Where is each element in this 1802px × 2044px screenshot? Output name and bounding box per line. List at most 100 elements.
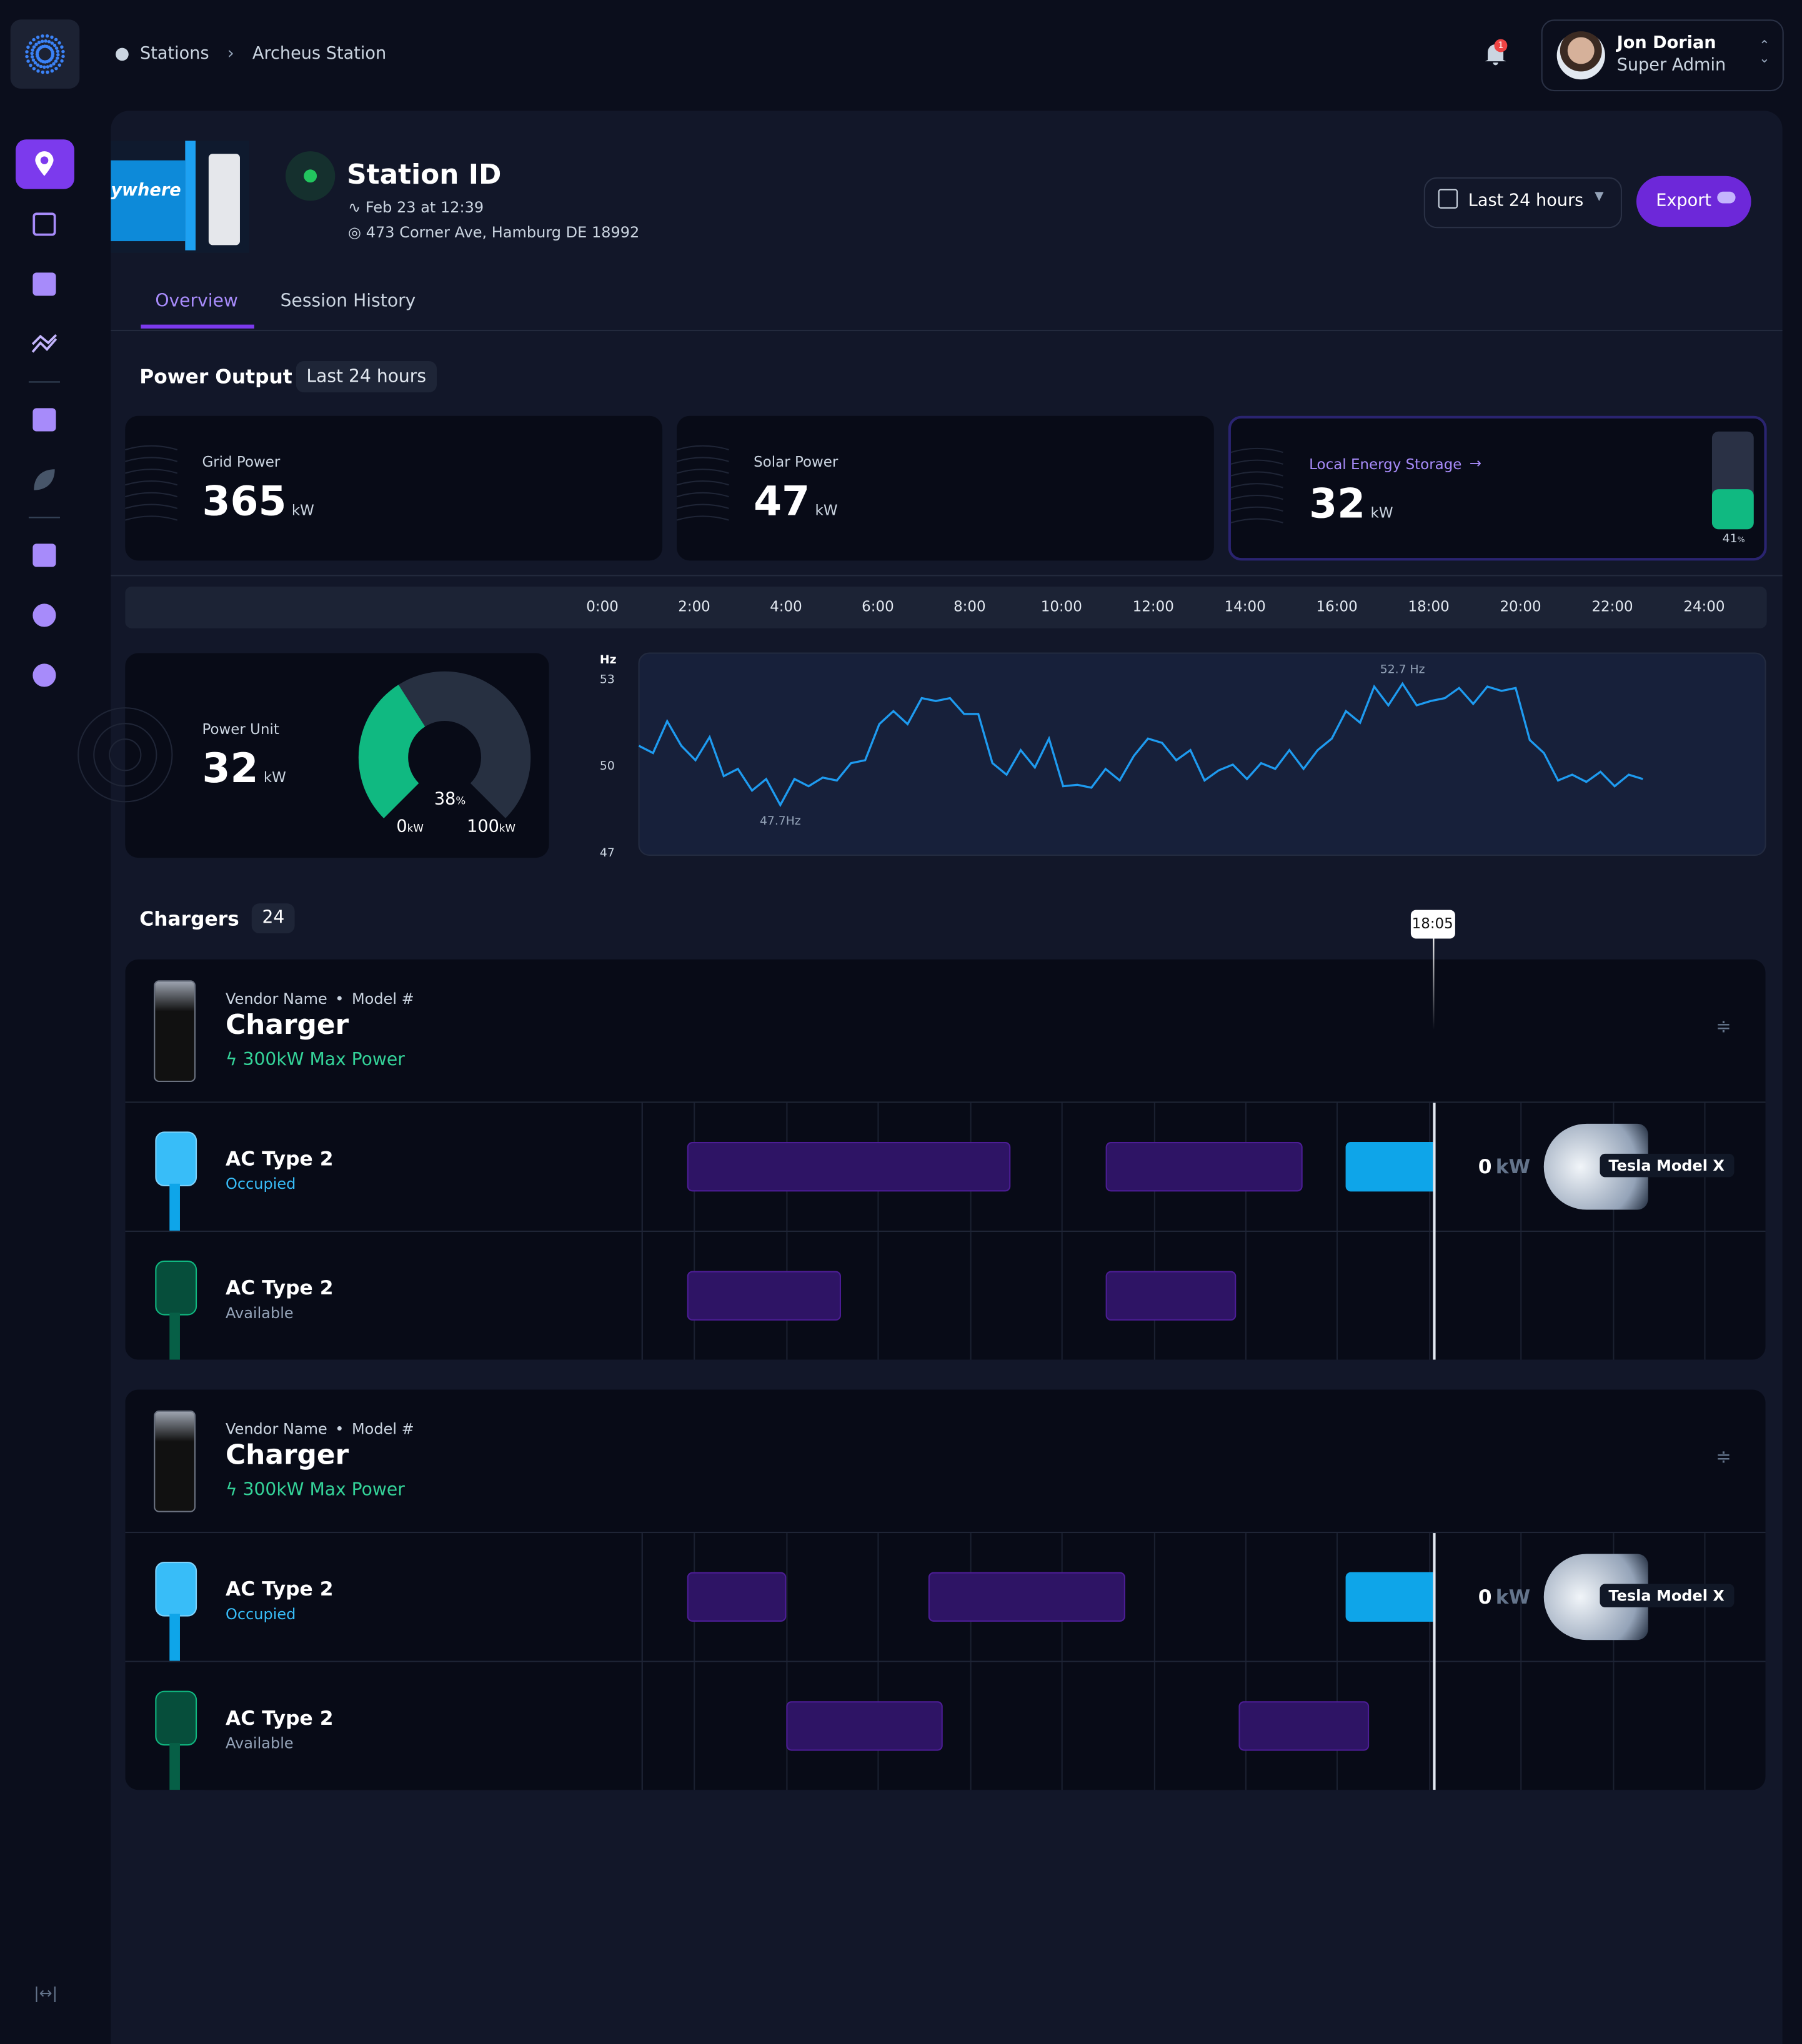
timeline-tick-label: 6:00 bbox=[862, 598, 894, 615]
vendor-name: Vendor Name bbox=[226, 1419, 327, 1438]
connector-name: AC Type 2 bbox=[226, 1577, 334, 1601]
export-label: Export bbox=[1656, 191, 1712, 212]
icon bbox=[32, 272, 56, 296]
connector-name: AC Type 2 bbox=[226, 1276, 334, 1300]
timeline-tick-label: 8:00 bbox=[953, 598, 986, 615]
card-decor bbox=[1230, 483, 1283, 489]
power-card[interactable]: Local Energy Storage → 32 kW 41% bbox=[1228, 415, 1767, 561]
active-session[interactable] bbox=[1346, 1572, 1433, 1622]
tab[interactable]: Overview bbox=[155, 290, 238, 312]
session-bar[interactable] bbox=[928, 1572, 1126, 1622]
session-bar[interactable] bbox=[1105, 1142, 1303, 1192]
unit: % bbox=[1737, 535, 1745, 545]
logo-dot bbox=[32, 67, 36, 71]
card-decor bbox=[125, 515, 178, 521]
logo-dot bbox=[56, 56, 59, 60]
graphic bbox=[358, 671, 531, 818]
grid-line bbox=[1153, 1533, 1155, 1662]
logo-dot bbox=[45, 34, 49, 38]
section-title: Power Output bbox=[139, 365, 292, 389]
tab-underline bbox=[141, 324, 254, 329]
logo-dot bbox=[41, 70, 45, 74]
y-tick-label: 53 bbox=[600, 673, 615, 686]
charger-name: Charger bbox=[226, 1439, 349, 1471]
logo-dot bbox=[34, 42, 38, 46]
dot: • bbox=[335, 989, 344, 1008]
cloud bbox=[1717, 191, 1736, 204]
charger-card: Vendor Name • Model # Charger ϟ 300kW Max Po… bbox=[125, 1389, 1766, 1790]
session-bar[interactable] bbox=[687, 1572, 786, 1622]
card-decor bbox=[676, 515, 729, 521]
graphic bbox=[1711, 431, 1754, 530]
grid-line bbox=[877, 1533, 880, 1662]
value: 0 bbox=[1478, 1154, 1492, 1179]
logo-dot bbox=[54, 66, 58, 71]
expand[interactable]: ≑ bbox=[1716, 1016, 1731, 1038]
badge: 1 bbox=[1494, 39, 1508, 52]
timeline-tick-label: 24:00 bbox=[1683, 598, 1725, 615]
session-bar[interactable] bbox=[785, 1701, 942, 1751]
tab[interactable]: Session History bbox=[280, 290, 416, 312]
filter-label: Last 24 hours bbox=[1468, 191, 1584, 212]
unit: kW bbox=[499, 822, 516, 835]
grid-line bbox=[1337, 1103, 1338, 1233]
expand[interactable]: ≑ bbox=[1716, 1447, 1731, 1468]
grid-line bbox=[1704, 1232, 1706, 1360]
session-bar[interactable] bbox=[1238, 1701, 1370, 1751]
breadcrumb-item: Archeus Station bbox=[252, 44, 387, 64]
collapse[interactable]: |↔| bbox=[34, 1984, 58, 2003]
nav-leaf bbox=[34, 469, 55, 490]
logo-dot bbox=[29, 63, 32, 67]
arrow: → bbox=[1469, 455, 1482, 472]
session-bar[interactable] bbox=[1105, 1271, 1237, 1321]
logo-dot bbox=[36, 35, 40, 39]
card-label: Local Energy Storage bbox=[1309, 456, 1462, 474]
value: 0 bbox=[1478, 1585, 1492, 1609]
active-session[interactable] bbox=[1346, 1142, 1433, 1192]
logo-dot bbox=[50, 69, 54, 73]
connector-status: Occupied bbox=[226, 1604, 296, 1624]
vendor: Vendor Name • Model # bbox=[226, 990, 414, 1008]
row-timeline-start bbox=[641, 1103, 643, 1233]
nav-users bbox=[32, 603, 56, 627]
logo-dot bbox=[44, 39, 47, 43]
gauge-max: 100kW bbox=[467, 817, 515, 836]
breadcrumb: ● Stations › Archeus Station bbox=[115, 44, 387, 64]
nav-trend bbox=[31, 334, 57, 353]
caret: ▼ bbox=[1595, 190, 1604, 204]
card-decor bbox=[125, 480, 178, 486]
logo-dot bbox=[46, 65, 50, 69]
row-timeline-start bbox=[641, 1232, 643, 1360]
graphic bbox=[25, 34, 65, 74]
unit: % bbox=[455, 795, 466, 807]
logo-dot bbox=[26, 59, 30, 63]
session-bar[interactable] bbox=[687, 1142, 1011, 1192]
value: 32 bbox=[1309, 481, 1366, 528]
grid-line bbox=[1245, 1533, 1247, 1662]
battery-label: 41% bbox=[1723, 533, 1745, 547]
logo-dot bbox=[31, 58, 36, 62]
connector-status: Available bbox=[226, 1734, 294, 1752]
session-bar[interactable] bbox=[687, 1271, 842, 1321]
row-timeline-start bbox=[641, 1533, 643, 1662]
pin: ● bbox=[114, 44, 130, 64]
grid-line bbox=[1612, 1662, 1614, 1790]
y-tick-label: 47 bbox=[600, 846, 615, 860]
logo-dot bbox=[26, 45, 30, 49]
nav-pin bbox=[35, 151, 54, 176]
unit: kW bbox=[407, 822, 424, 835]
chargers-count: 24 bbox=[251, 903, 296, 934]
cable bbox=[169, 1312, 180, 1360]
export-button[interactable]: Export bbox=[1636, 176, 1751, 227]
timeline-tick-label: 20:00 bbox=[1500, 598, 1541, 615]
avatar bbox=[1556, 31, 1605, 80]
card-decor bbox=[125, 445, 178, 450]
user-card[interactable]: Jon Dorian Super Admin ⌃ ⌄ bbox=[1541, 19, 1784, 92]
status-dot bbox=[304, 169, 317, 183]
model: Model # bbox=[351, 1419, 414, 1438]
filter-button[interactable]: Last 24 hours ▼ bbox=[1423, 177, 1622, 229]
nav-chart bbox=[32, 212, 56, 236]
nav-building bbox=[32, 543, 56, 567]
value: 47 bbox=[754, 478, 810, 525]
chevrons: ⌃ ⌄ bbox=[1759, 39, 1770, 67]
